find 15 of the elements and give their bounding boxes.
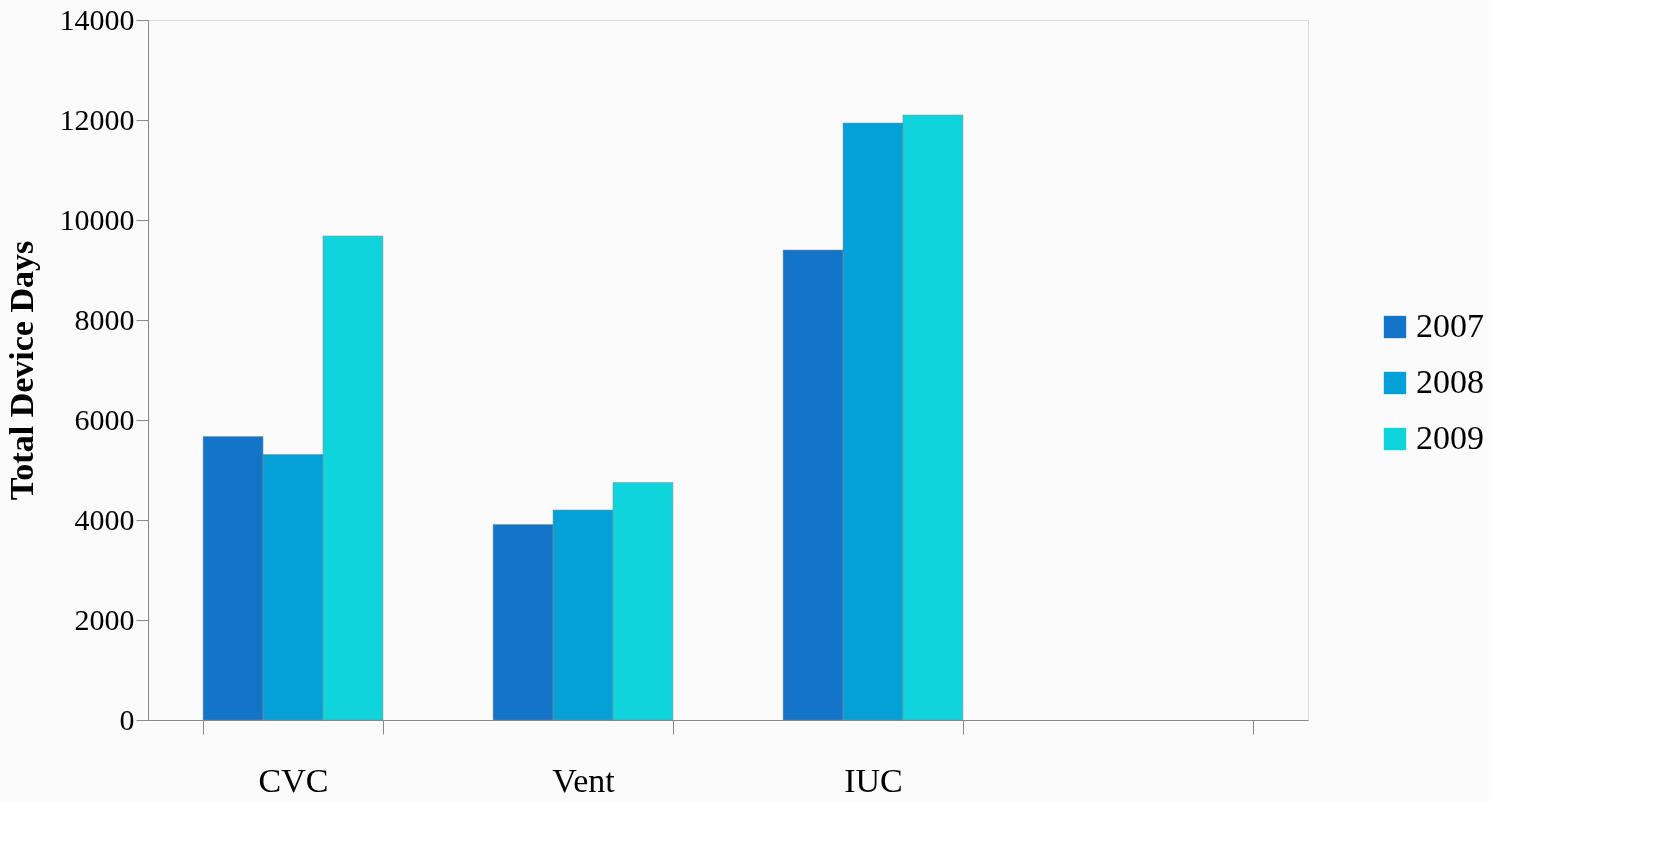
y-tick-label: 0	[119, 702, 135, 736]
x-tick-label: IUC	[844, 761, 903, 799]
x-tick-label: Vent	[552, 761, 616, 799]
y-tick-label: 6000	[74, 402, 135, 436]
y-tick-label: 4000	[74, 502, 135, 536]
legend-label: 2009	[1416, 419, 1484, 456]
x-tick-label: CVC	[258, 761, 329, 799]
y-tick-label: 2000	[74, 602, 135, 636]
y-axis-title: Total Device Days	[2, 240, 40, 501]
y-tick-label: 8000	[74, 302, 135, 336]
y-tick-label: 12000	[59, 102, 135, 136]
legend-label: 2007	[1416, 307, 1484, 344]
y-tick-label: 10000	[59, 202, 135, 236]
legend-label: 2008	[1416, 363, 1484, 400]
y-tick-label: 14000	[59, 2, 135, 36]
